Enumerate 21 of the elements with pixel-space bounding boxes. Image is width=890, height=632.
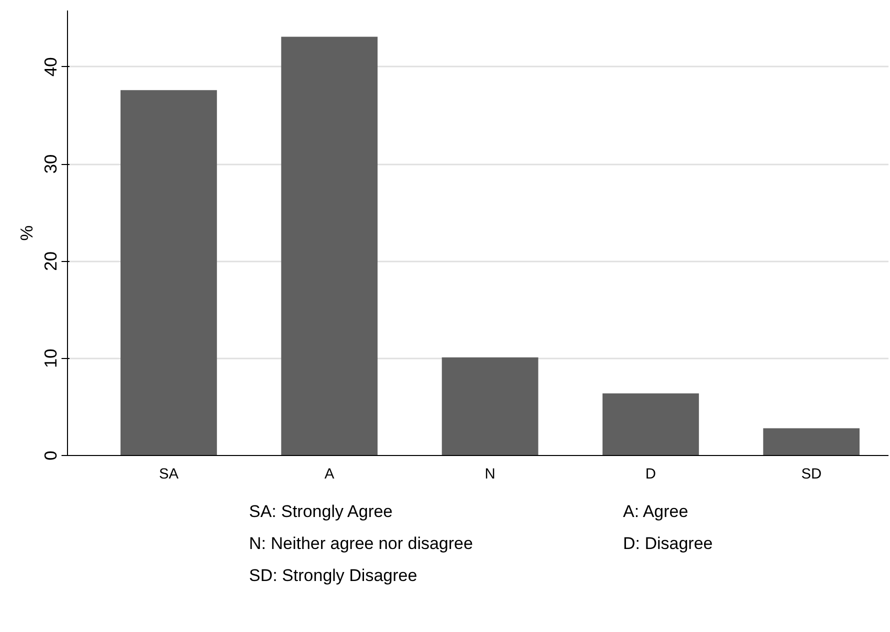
bar bbox=[602, 393, 699, 456]
y-tick-label: 20 bbox=[40, 252, 60, 271]
bar bbox=[442, 357, 538, 456]
y-tick-label: 40 bbox=[40, 57, 60, 76]
bar bbox=[120, 90, 217, 456]
x-tick-label: SD bbox=[801, 466, 822, 482]
bar bbox=[281, 36, 378, 456]
y-axis-title: % bbox=[16, 225, 36, 241]
text: N: Neither agree nor disagree bbox=[249, 533, 474, 555]
x-tick-label: A bbox=[324, 466, 334, 482]
x-tick-label: D bbox=[645, 466, 656, 482]
y-tick-label: 10 bbox=[40, 348, 60, 368]
bar bbox=[763, 428, 860, 456]
text: SA: Strongly Agree bbox=[249, 501, 394, 523]
x-tick-label: SA bbox=[158, 466, 179, 482]
x-tick-label: N bbox=[484, 466, 496, 482]
y-tick-label: 30 bbox=[40, 154, 60, 174]
text: D: Disagree bbox=[623, 533, 714, 555]
y-tick-label: 0 bbox=[40, 450, 60, 460]
text: SD: Strongly Disagree bbox=[249, 565, 418, 587]
text: A: Agree bbox=[623, 501, 690, 523]
